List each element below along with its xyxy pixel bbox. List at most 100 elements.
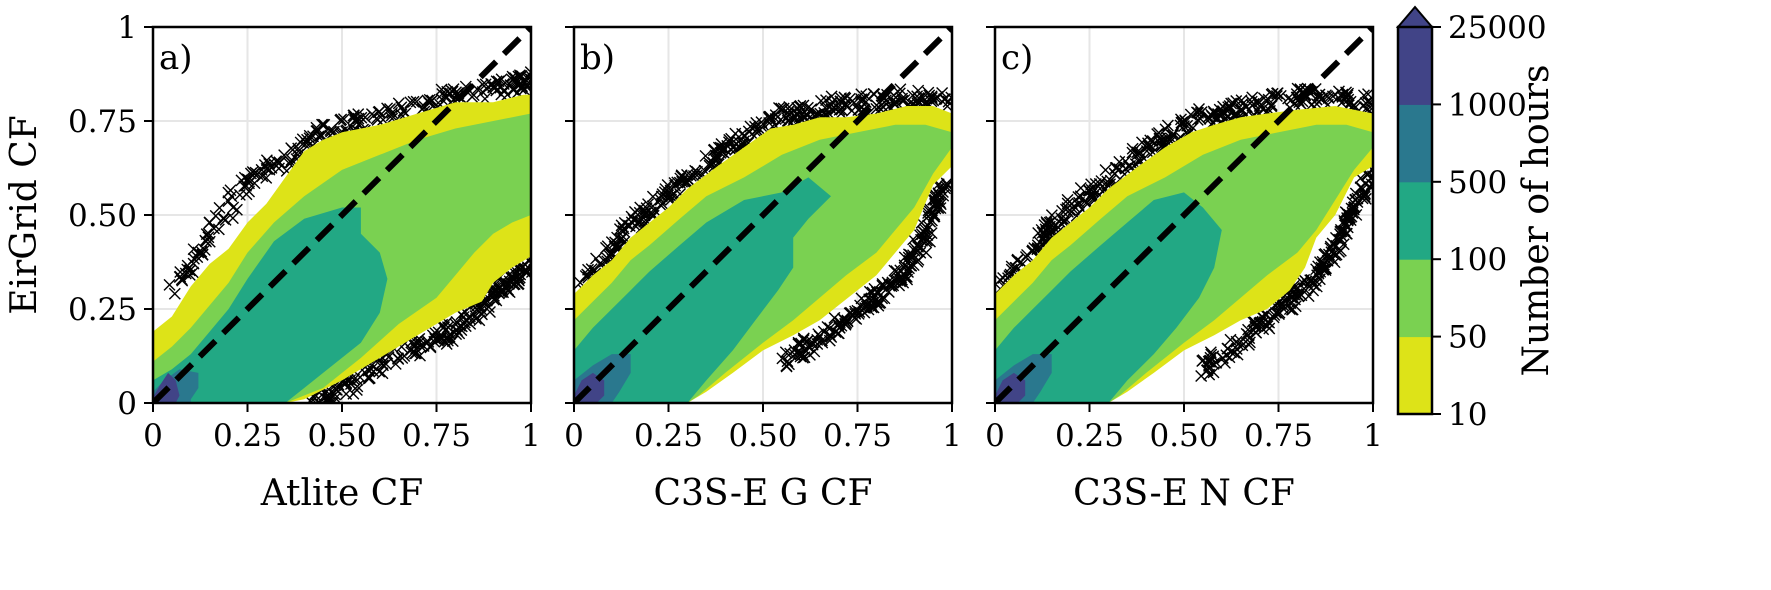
outlier-marker xyxy=(1224,333,1237,346)
outlier-marker xyxy=(1031,239,1044,252)
outlier-marker xyxy=(1321,254,1334,267)
outlier-marker xyxy=(839,318,852,331)
outlier-marker xyxy=(469,312,482,325)
outlier-marker xyxy=(1326,237,1339,250)
outlier-marker xyxy=(200,228,213,241)
outlier-marker xyxy=(782,358,795,371)
outlier-marker xyxy=(621,219,634,232)
outlier-marker xyxy=(352,108,365,121)
outlier-marker xyxy=(1072,191,1085,204)
outlier-marker xyxy=(749,120,762,133)
outlier-marker xyxy=(1110,161,1123,174)
outlier-marker xyxy=(240,179,253,192)
outlier-marker xyxy=(835,107,848,120)
outlier-marker xyxy=(168,287,181,300)
x-tick-label: 0.75 xyxy=(1244,418,1313,454)
outlier-marker xyxy=(296,133,309,146)
outlier-marker xyxy=(492,75,505,88)
outlier-marker xyxy=(689,164,702,177)
reference-line xyxy=(574,27,952,403)
outlier-marker xyxy=(887,279,900,292)
outlier-marker xyxy=(1203,112,1216,125)
outlier-marker xyxy=(791,101,804,114)
outlier-marker xyxy=(1177,120,1190,133)
outlier-marker xyxy=(1295,98,1308,111)
outlier-marker xyxy=(238,180,251,193)
outlier-markers xyxy=(995,82,1373,382)
outlier-marker xyxy=(1310,280,1323,293)
outlier-marker xyxy=(311,398,324,403)
outlier-marker xyxy=(808,345,821,358)
outlier-marker xyxy=(1005,260,1018,273)
y-tick-label: 0 xyxy=(117,386,137,422)
outlier-marker xyxy=(796,351,809,364)
outlier-marker xyxy=(1136,136,1148,149)
outlier-markers xyxy=(574,83,952,373)
outlier-marker xyxy=(1230,94,1243,107)
outlier-marker xyxy=(1358,188,1371,201)
outlier-marker xyxy=(780,359,793,372)
outlier-marker xyxy=(1032,227,1045,239)
outlier-marker xyxy=(1288,293,1301,306)
outlier-marker xyxy=(755,116,768,129)
outlier-marker xyxy=(818,106,831,119)
reference-line xyxy=(153,27,531,403)
outlier-marker xyxy=(450,315,463,328)
outlier-marker xyxy=(435,83,448,96)
x-tick-label: 0.50 xyxy=(307,418,376,454)
outlier-marker xyxy=(863,293,876,306)
outlier-marker xyxy=(1302,290,1315,303)
outlier-marker xyxy=(714,146,727,159)
outlier-marker xyxy=(1195,106,1208,119)
outlier-marker xyxy=(1253,317,1266,330)
x-tick-label: 0 xyxy=(985,418,1005,454)
y-tick-label: 0.25 xyxy=(68,292,137,328)
colorbar-tick-label: 100 xyxy=(1448,242,1507,278)
outlier-marker xyxy=(1347,201,1360,214)
outlier-marker xyxy=(1363,96,1373,109)
outlier-marker xyxy=(834,95,847,108)
outlier-marker xyxy=(365,108,378,121)
outlier-marker xyxy=(443,328,456,341)
outlier-marker xyxy=(1262,93,1275,106)
outlier-marker xyxy=(1224,101,1237,114)
colorbar-label: Number of hours xyxy=(1516,65,1557,377)
colorbar-segment xyxy=(1398,259,1432,338)
outlier-marker xyxy=(904,248,917,261)
outlier-markers xyxy=(163,66,531,403)
outlier-marker xyxy=(590,252,603,265)
panel-label: a) xyxy=(159,38,193,78)
outlier-marker xyxy=(878,292,891,305)
outlier-marker xyxy=(195,245,208,258)
x-axis-label: Atlite CF xyxy=(260,473,424,514)
outlier-marker xyxy=(1338,224,1351,237)
density-contours xyxy=(153,94,531,403)
outlier-marker xyxy=(1357,89,1370,102)
outlier-marker xyxy=(772,102,785,114)
outlier-marker xyxy=(1322,252,1335,265)
outlier-marker xyxy=(896,94,909,107)
density-level-100 xyxy=(574,177,831,403)
outlier-marker xyxy=(471,83,484,96)
outlier-marker xyxy=(825,90,838,103)
outlier-marker xyxy=(860,300,873,313)
outlier-marker xyxy=(898,94,911,107)
outlier-marker xyxy=(784,347,797,360)
outlier-marker xyxy=(503,275,516,288)
outlier-marker xyxy=(611,238,624,251)
outlier-marker xyxy=(1341,91,1353,104)
outlier-marker xyxy=(829,325,842,338)
outlier-marker xyxy=(936,87,949,100)
outlier-marker xyxy=(1266,87,1279,100)
outlier-marker xyxy=(777,102,790,115)
outlier-marker xyxy=(335,113,348,126)
x-tick-label: 0.25 xyxy=(1055,418,1124,454)
outlier-marker xyxy=(316,118,329,131)
outlier-marker xyxy=(473,314,486,327)
outlier-marker xyxy=(428,335,441,348)
outlier-marker xyxy=(865,301,878,314)
outlier-marker xyxy=(1167,127,1180,140)
outlier-marker xyxy=(495,88,508,101)
outlier-marker xyxy=(350,383,363,396)
